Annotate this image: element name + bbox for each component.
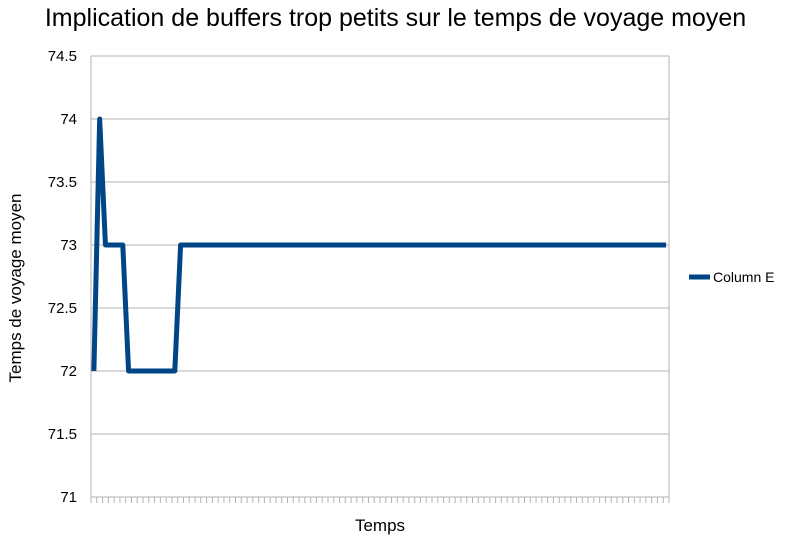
y-tick-label: 71 xyxy=(60,489,77,506)
y-tick-label: 73.5 xyxy=(48,174,77,191)
legend-label-column-e: Column E xyxy=(713,269,774,285)
y-tick-labels: 71 71.5 72 72.5 73 73.5 74 74.5 xyxy=(48,48,77,506)
chart-title: Implication de buffers trop petits sur l… xyxy=(44,4,747,32)
y-tick-label: 74 xyxy=(60,111,77,128)
x-axis-label: Temps xyxy=(354,516,406,535)
y-tick-label: 72 xyxy=(60,363,77,380)
y-tick-label: 74.5 xyxy=(48,48,77,65)
y-tick-label: 72.5 xyxy=(48,300,77,317)
series-line-column-e xyxy=(91,116,667,374)
axes xyxy=(90,56,670,503)
legend: Column E xyxy=(689,269,774,285)
y-tick-label: 73 xyxy=(60,237,77,254)
series-layer xyxy=(91,116,667,374)
y-tick-label: 71.5 xyxy=(48,426,77,443)
